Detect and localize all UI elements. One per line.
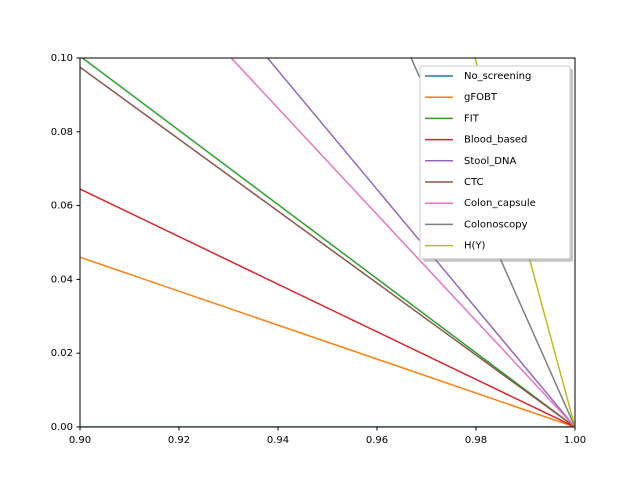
legend-label: FIT — [464, 113, 480, 124]
series-line — [80, 66, 575, 427]
y-tick-label: 0.04 — [51, 274, 73, 285]
x-tick-label: 0.98 — [465, 435, 487, 446]
legend-box — [419, 65, 571, 260]
axes-frame — [79, 57, 576, 428]
series-line — [266, 58, 575, 427]
series-line — [81, 58, 575, 427]
y-tick-label: 0.02 — [51, 348, 73, 359]
y-tick-label: 0.08 — [51, 127, 73, 138]
x-tick-label: 0.92 — [168, 435, 190, 446]
x-tick-label: 0.90 — [69, 435, 91, 446]
legend-label: Stool_DNA — [464, 156, 516, 167]
legend-label: No_screening — [464, 71, 531, 82]
y-tick-label: 0.10 — [51, 53, 73, 64]
series-line — [80, 188, 575, 427]
y-tick-label: 0.00 — [51, 422, 73, 433]
legend-label: gFOBT — [464, 92, 498, 103]
series-line — [230, 58, 575, 427]
y-tick-label: 0.06 — [51, 201, 73, 212]
x-tick-label: 1.00 — [564, 435, 586, 446]
legend-label: Colon_capsule — [464, 198, 536, 209]
legend-label: CTC — [464, 177, 484, 188]
x-tick-label: 0.94 — [267, 435, 289, 446]
series-line — [80, 256, 575, 427]
legend-label: Colonoscopy — [464, 219, 528, 230]
x-tick-label: 0.96 — [366, 435, 388, 446]
legend-label: H(Y) — [464, 241, 486, 252]
legend-label: Blood_based — [464, 135, 527, 146]
